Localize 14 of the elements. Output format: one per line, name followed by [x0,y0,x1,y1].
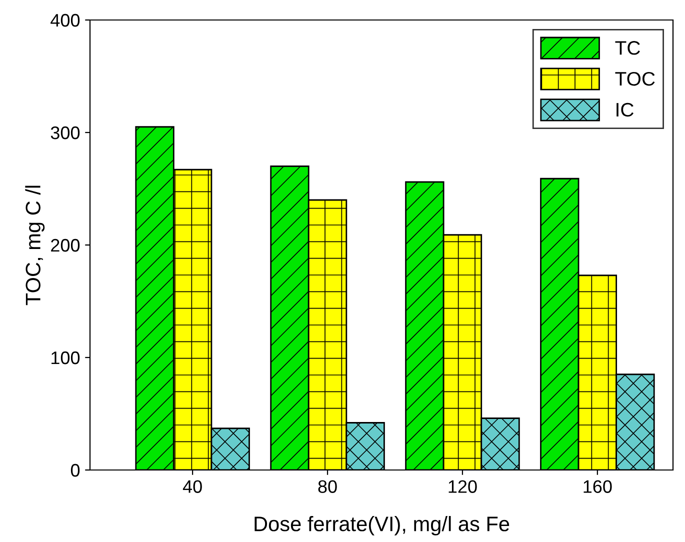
x-tick-label: 40 [182,480,202,493]
legend-label: IC [616,102,634,117]
x-tick-label: 80 [318,480,337,493]
y-axis-title: TOC, mg C /l [25,186,45,306]
x-tick-label: 160 [584,480,612,493]
y-tick-label: 200 [51,238,80,252]
y-tick-label: 100 [52,351,80,364]
legend-label: TOC [615,72,655,86]
y-tick-label: 300 [50,126,80,140]
x-axis-title: Dose ferrate(VI), mg/l as Fe [254,516,510,536]
y-tick-label: 400 [50,14,80,27]
legend-label: TC [615,41,640,55]
y-tick-label: 0 [70,464,80,477]
x-tick-label: 120 [448,480,477,493]
